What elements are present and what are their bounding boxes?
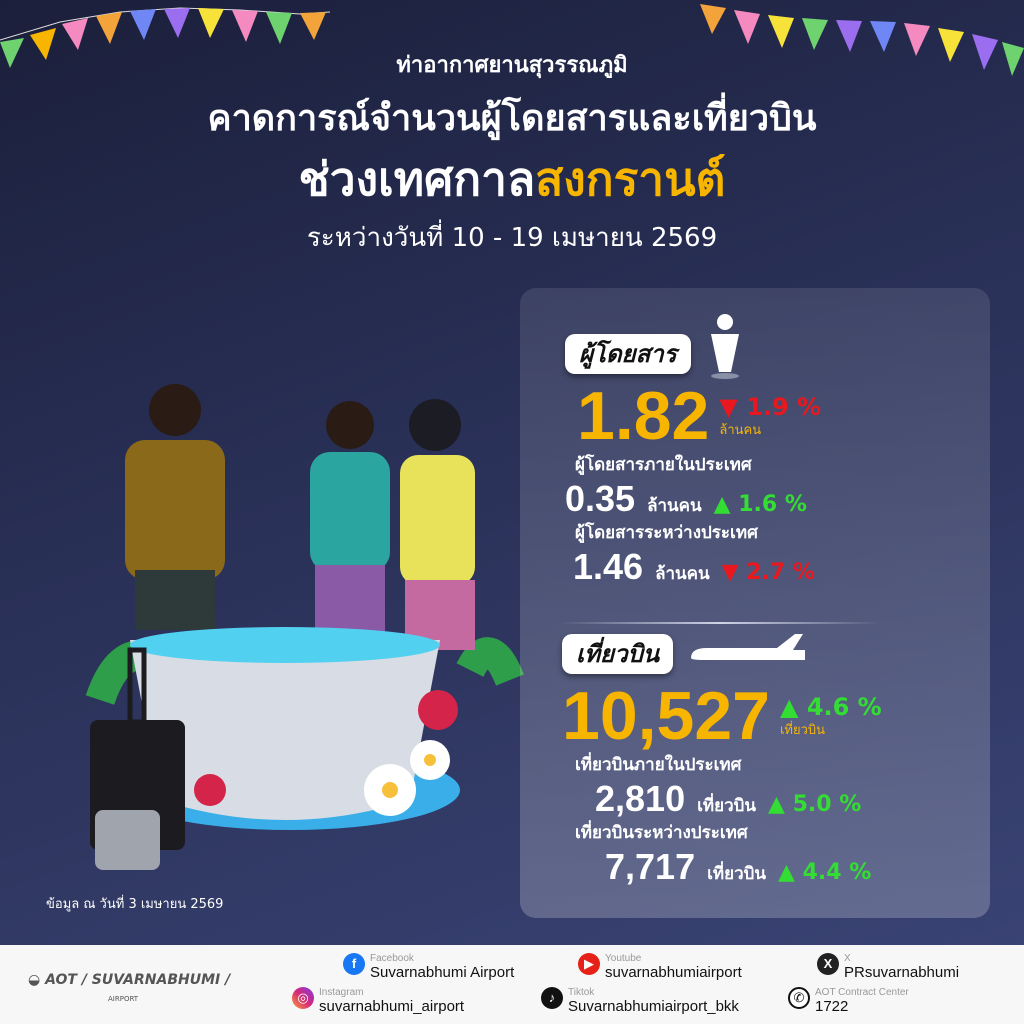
songkran-illustration: [85, 384, 524, 870]
facebook-icon: f: [343, 953, 365, 975]
flights-domestic-row: 2,810 เที่ยวบิน ▲ 5.0 %: [595, 778, 861, 820]
contact-instagram[interactable]: ◎ Instagram suvarnabhumi_airport: [292, 987, 464, 1015]
aot-logo-mark-icon: ◒: [28, 972, 46, 988]
flights-intl-value: 7,717: [605, 846, 696, 887]
flights-section: เที่ยวบิน 10,527 ▲ 4.6 % เที่ยวบิน เที่ย…: [562, 634, 882, 888]
passengers-domestic-label: ผู้โดยสารภายในประเทศ: [575, 455, 752, 475]
date-range: ระหว่างวันที่ 10 - 19 เมษายน 2569: [306, 223, 718, 253]
passengers-header: ผู้โดยสาร: [565, 314, 745, 380]
passengers-section: ผู้โดยสาร 1.82 ▼ 1.9 % ล้านคน ผู้โดยสารภ…: [565, 314, 821, 588]
flights-intl-row: 7,717 เที่ยวบิน ▲ 4.4 %: [605, 846, 871, 888]
page-subtitle: ช่วงเทศกาลสงกรานต์: [0, 148, 1024, 210]
aot-logo-sub: AIRPORT: [108, 995, 139, 1003]
flights-header: เที่ยวบิน: [562, 634, 812, 680]
x-icon: X: [817, 953, 839, 975]
footer: ◒ AOT / SUVARNABHUMI / AIRPORT f Facebook…: [0, 945, 1024, 1024]
airplane-icon: [691, 634, 806, 660]
page-title: คาดการณ์จำนวนผู้โดยสารและเที่ยวบิน: [207, 98, 817, 139]
flights-intl-label: เที่ยวบินระหว่างประเทศ: [575, 823, 748, 843]
up-arrow-icon: ▲: [778, 860, 795, 885]
org-name: ท่าอากาศยานสุวรรณภูมิ: [396, 53, 628, 78]
flights-domestic-label: เที่ยวบินภายในประเทศ: [575, 755, 742, 775]
flights-domestic-change: ▲ 5.0 %: [768, 792, 862, 817]
passengers-domestic-change: ▲ 1.6 %: [713, 492, 807, 517]
person-icon: [710, 314, 739, 379]
contact-phone[interactable]: ✆ AOT Contract Center 1722: [788, 987, 909, 1015]
aot-logo: ◒ AOT / SUVARNABHUMI /: [28, 972, 231, 988]
flights-total: 10,527: [562, 678, 770, 754]
passengers-domestic-row: 0.35 ล้านคน ▲ 1.6 %: [565, 478, 807, 520]
tiktok-icon: ♪: [541, 987, 563, 1009]
contact-tiktok[interactable]: ♪ Tiktok Suvarnabhumiairport_bkk: [541, 987, 739, 1015]
up-arrow-icon: ▲: [768, 792, 785, 817]
flights-total-change: ▲ 4.6 %: [779, 693, 882, 721]
down-arrow-icon: ▼: [721, 560, 739, 585]
passengers-domestic-value: 0.35: [565, 478, 636, 519]
up-arrow-icon: ▲: [779, 693, 799, 721]
flights-domestic-value: 2,810: [595, 778, 686, 819]
passengers-total-change: ▼ 1.9 %: [719, 393, 822, 421]
passengers-domestic-unit: ล้านคน: [647, 496, 702, 516]
contact-x[interactable]: X X PRsuvarnabhumi: [817, 953, 959, 981]
flights-total-row: 10,527 ▲ 4.6 % เที่ยวบิน: [562, 680, 882, 752]
data-note: ข้อมูล ณ วันที่ 3 เมษายน 2569: [46, 897, 224, 912]
contact-youtube[interactable]: ▶ Youtube suvarnabhumiairport: [578, 953, 742, 981]
flights-label: เที่ยวบิน: [562, 634, 674, 674]
phone-icon: ✆: [788, 987, 810, 1009]
passengers-intl-value: 1.46: [573, 546, 644, 587]
youtube-icon: ▶: [578, 953, 600, 975]
stats-panel: [520, 288, 990, 918]
passengers-total-unit: ล้านคน: [719, 423, 762, 438]
passengers-total-row: 1.82 ▼ 1.9 % ล้านคน: [577, 380, 821, 452]
passengers-intl-label: ผู้โดยสารระหว่างประเทศ: [575, 523, 758, 543]
flights-domestic-unit: เที่ยวบิน: [697, 796, 757, 816]
divider: [560, 622, 880, 624]
up-arrow-icon: ▲: [713, 492, 731, 517]
passengers-intl-unit: ล้านคน: [655, 564, 710, 584]
passengers-total: 1.82: [577, 378, 710, 454]
subtitle-prefix: ช่วงเทศกาล: [298, 152, 536, 206]
subtitle-highlight: สงกรานต์: [535, 152, 726, 206]
down-arrow-icon: ▼: [719, 393, 738, 421]
contact-facebook[interactable]: f Facebook Suvarnabhumi Airport: [343, 953, 514, 981]
flights-total-unit: เที่ยวบิน: [779, 723, 826, 738]
bunting-decoration: [0, 4, 1024, 76]
flights-intl-unit: เที่ยวบิน: [707, 864, 767, 884]
passengers-intl-row: 1.46 ล้านคน ▼ 2.7 %: [573, 546, 815, 588]
passengers-label: ผู้โดยสาร: [565, 334, 691, 374]
flights-intl-change: ▲ 4.4 %: [778, 860, 872, 885]
instagram-icon: ◎: [292, 987, 314, 1009]
passengers-intl-change: ▼ 2.7 %: [721, 560, 815, 585]
